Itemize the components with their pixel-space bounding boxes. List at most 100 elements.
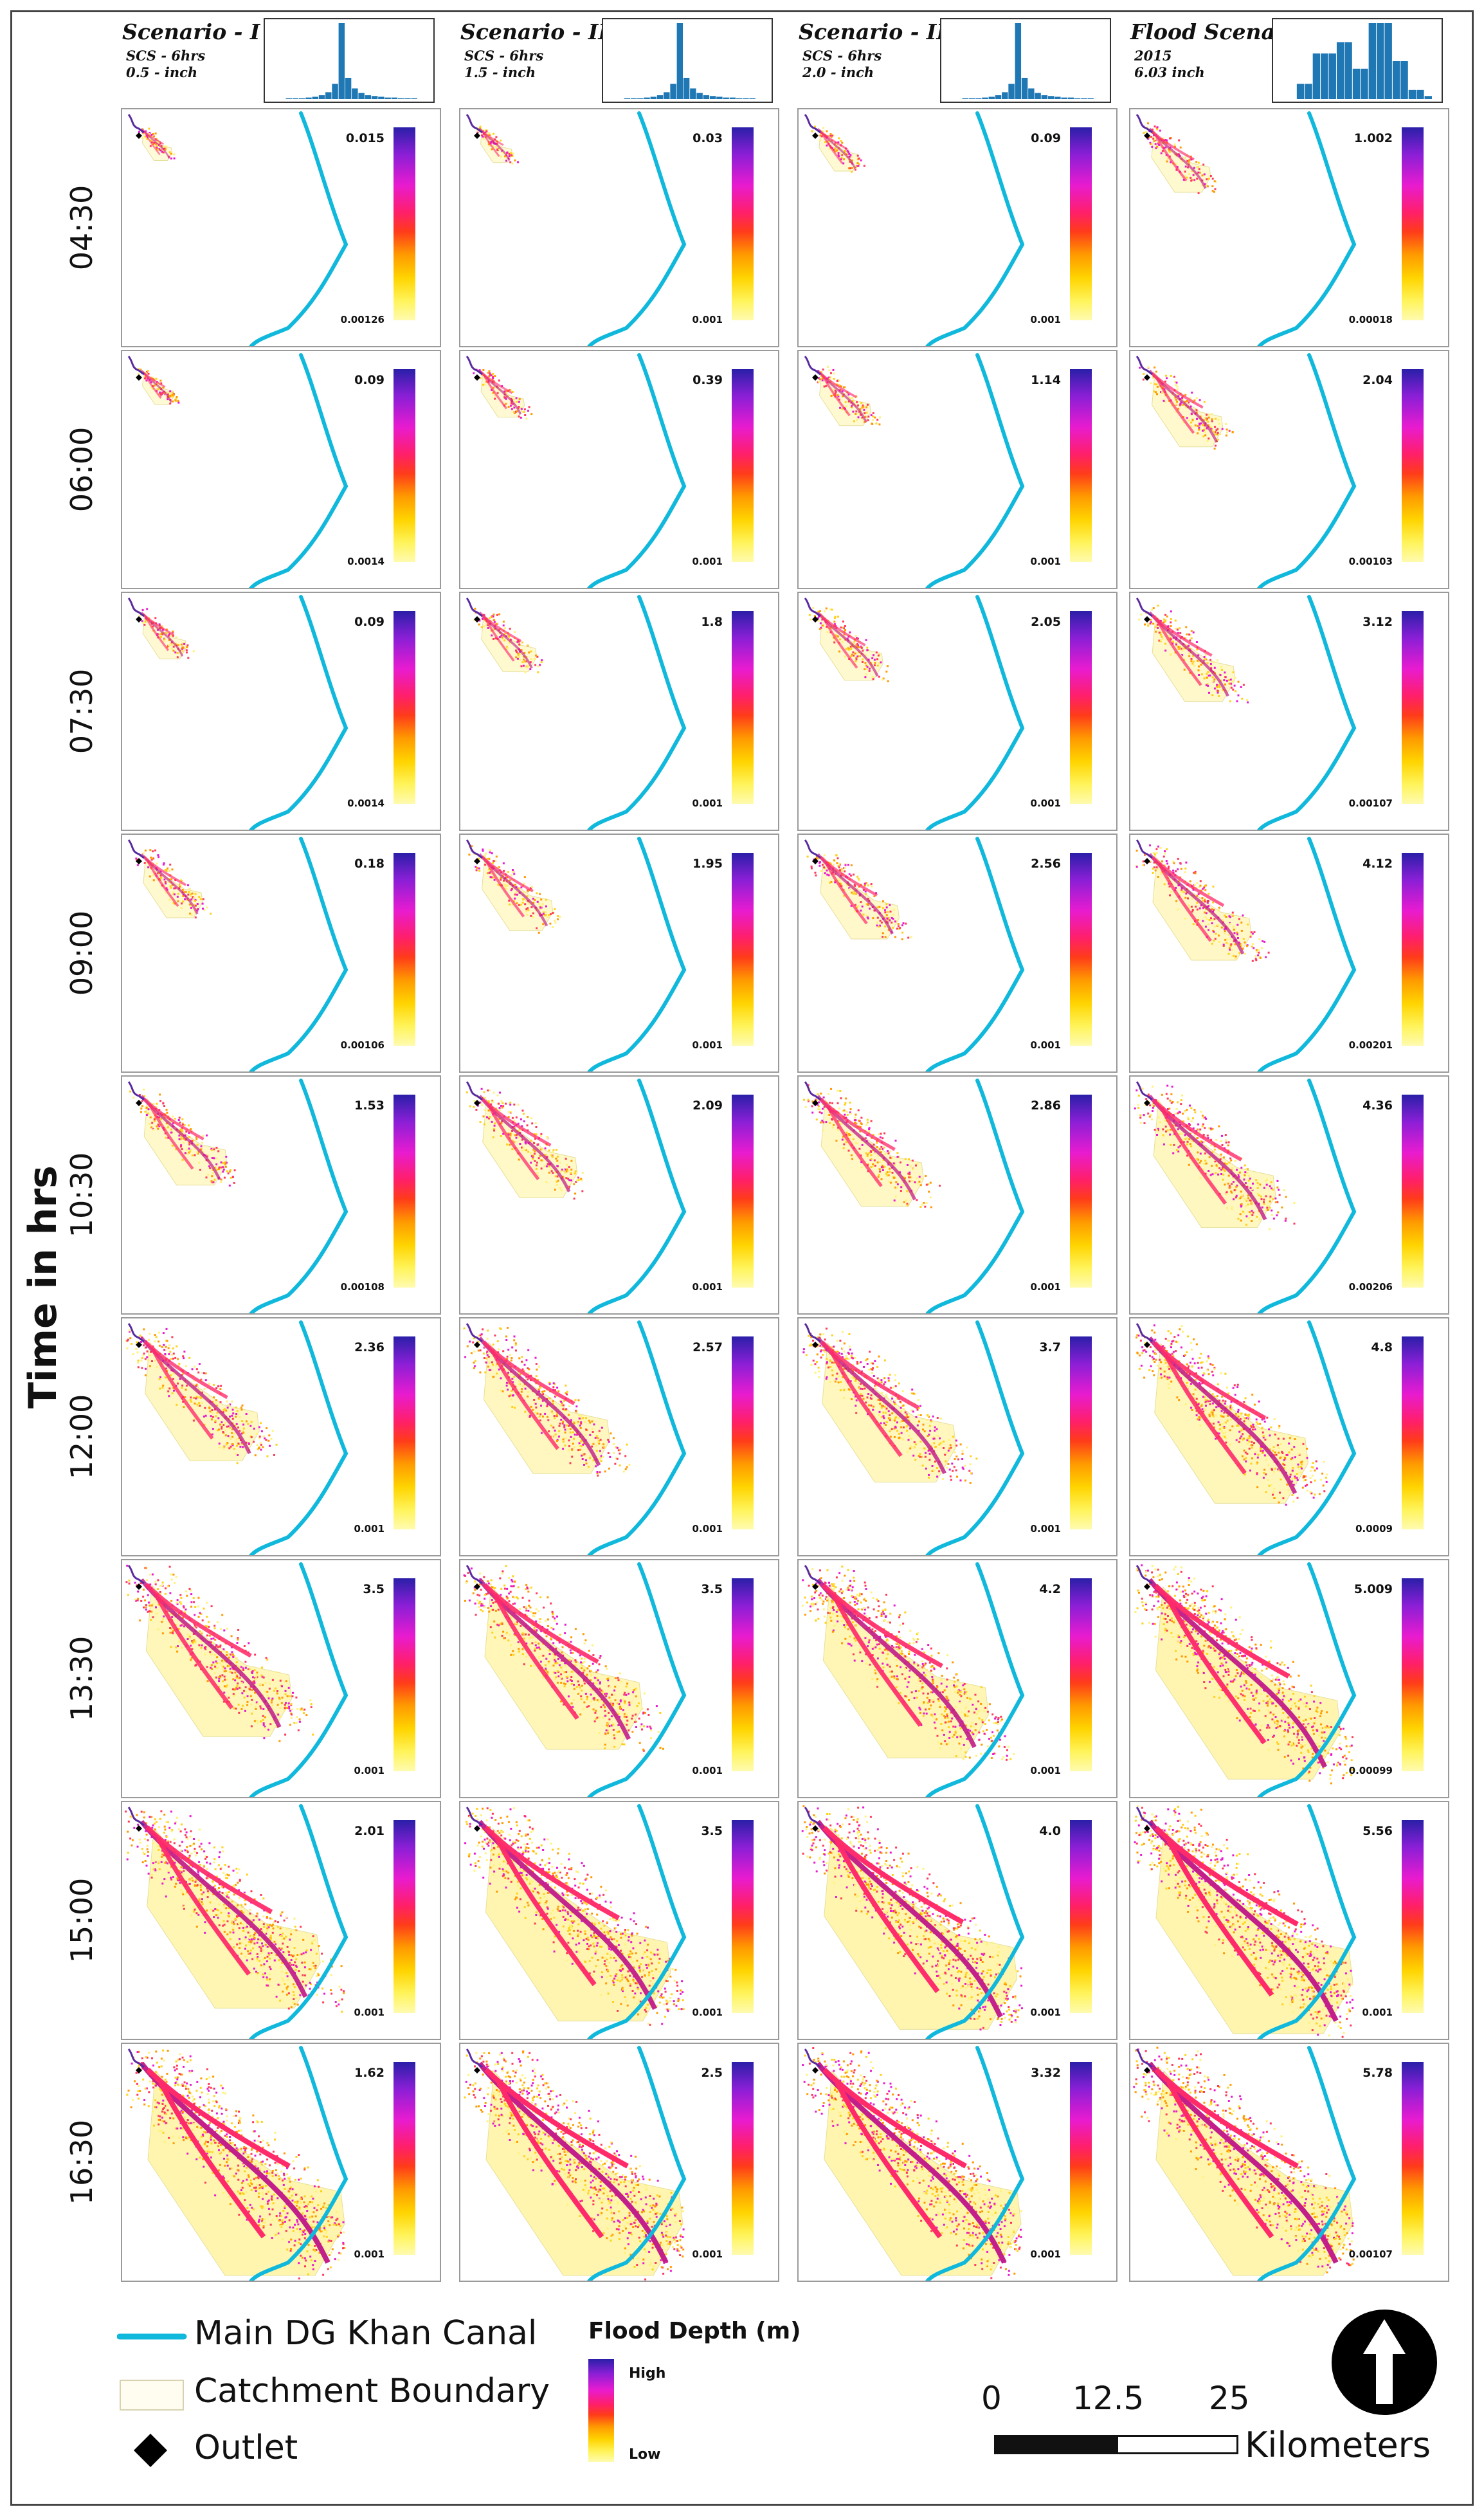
- hyetograph-bar: [1400, 61, 1408, 99]
- flood-pixel: [833, 641, 836, 644]
- flood-pixel: [892, 1419, 895, 1421]
- flood-pixel: [1196, 895, 1199, 897]
- flood-pixel: [900, 1401, 902, 1404]
- flood-pixel: [1218, 695, 1220, 697]
- flood-pixel: [860, 1117, 863, 1119]
- flood-pixel: [1163, 1143, 1165, 1145]
- flood-pixel: [501, 1106, 503, 1109]
- flood-pixel: [165, 887, 168, 889]
- flood-pixel: [1197, 425, 1199, 428]
- flood-pixel: [198, 1402, 201, 1405]
- flood-pixel: [1177, 908, 1179, 911]
- flood-map-panel: 4.12 0.00201: [1129, 834, 1449, 1073]
- flood-pixel: [484, 1097, 486, 1099]
- flood-pixel: [156, 1366, 158, 1369]
- flood-pixel: [1236, 924, 1239, 926]
- flood-pixel: [527, 1378, 529, 1381]
- flood-pixel: [190, 1149, 193, 1151]
- flood-pixel: [217, 1168, 220, 1170]
- flood-pixel: [1211, 420, 1213, 423]
- flood-pixel: [503, 155, 506, 158]
- flood-pixel: [598, 1442, 601, 1445]
- flood-pixel: [260, 1422, 262, 1425]
- flood-pixel: [1196, 178, 1199, 180]
- flood-pixel: [530, 886, 533, 888]
- flood-pixel: [211, 1409, 213, 1411]
- flood-pixel: [930, 1454, 932, 1455]
- flood-pixel: [1186, 160, 1189, 162]
- flood-pixel: [525, 665, 528, 668]
- flood-pixel: [853, 890, 856, 893]
- flood-pixel: [825, 1121, 828, 1124]
- flood-pixel: [475, 1109, 478, 1111]
- flood-pixel: [511, 1148, 514, 1151]
- flood-pixel: [826, 873, 829, 876]
- hyetograph-bar: [676, 23, 683, 99]
- flood-pixel: [534, 1160, 536, 1162]
- flood-pixel: [485, 130, 488, 132]
- flood-pixel: [880, 921, 883, 924]
- depth-colorbar: [1402, 127, 1424, 320]
- flood-pixel: [865, 1124, 868, 1126]
- flood-pixel: [1190, 176, 1192, 179]
- flood-pixel: [174, 893, 176, 896]
- flood-pixel: [607, 1439, 610, 1441]
- flood-pixel: [870, 1166, 873, 1168]
- flood-pixel: [1201, 184, 1204, 187]
- flood-pixel: [190, 1400, 193, 1403]
- flood-pixel: [180, 1138, 183, 1140]
- flood-pixel: [485, 624, 488, 626]
- flood-pixel: [156, 1102, 158, 1105]
- flood-pixel: [1164, 620, 1166, 623]
- flood-pixel: [1170, 638, 1172, 641]
- flood-pixel: [1207, 1137, 1209, 1139]
- flood-pixel: [229, 1403, 231, 1406]
- flood-pixel: [1278, 1189, 1280, 1191]
- flood-pixel: [871, 423, 873, 425]
- flood-pixel: [1167, 867, 1170, 870]
- flood-pixel: [1201, 673, 1203, 675]
- scenario-title: Scenario - I: [122, 19, 260, 44]
- flood-pixel: [506, 1144, 509, 1146]
- flood-pixel: [545, 905, 547, 907]
- flood-pixel: [893, 908, 896, 911]
- flood-pixel: [468, 853, 471, 856]
- flood-pixel: [519, 659, 521, 661]
- flood-pixel: [948, 1468, 951, 1471]
- flood-pixel: [524, 1410, 527, 1413]
- flood-pixel: [220, 1161, 222, 1163]
- flood-pixel: [855, 644, 858, 646]
- flood-pixel: [1192, 923, 1195, 925]
- flood-pixel: [489, 849, 491, 852]
- flood-pixel: [858, 1119, 860, 1122]
- flood-pixel: [530, 1162, 532, 1164]
- flood-pixel: [145, 372, 148, 375]
- flood-pixel: [207, 1173, 210, 1176]
- flood-pixel: [1224, 1183, 1226, 1186]
- flood-pixel: [150, 134, 153, 136]
- flood-map-panel: 0.39 0.001: [459, 350, 779, 589]
- flood-pixel: [228, 1171, 231, 1173]
- flood-pixel: [567, 1169, 570, 1172]
- flood-pixel: [822, 1121, 825, 1124]
- dg-khan-canal: [925, 837, 1025, 1071]
- flood-pixel: [916, 1424, 919, 1427]
- flood-pixel: [521, 1385, 524, 1388]
- upstream-channel: [804, 356, 821, 376]
- scenario-duration: SCS - 6hrs: [802, 48, 882, 64]
- upstream-channel: [804, 597, 821, 617]
- flood-pixel: [1215, 1164, 1218, 1167]
- flood-pixel: [165, 1327, 168, 1330]
- flood-pixel: [1157, 142, 1159, 145]
- flood-pixel: [1204, 183, 1206, 185]
- flood-pixel: [1206, 440, 1209, 442]
- flood-pixel: [810, 1343, 813, 1345]
- flood-pixel: [941, 1441, 943, 1444]
- flood-pixel: [505, 1335, 507, 1338]
- flood-pixel: [1173, 1124, 1175, 1127]
- flood-pixel: [513, 900, 515, 902]
- flood-pixel: [1187, 1118, 1190, 1120]
- flood-pixel: [167, 398, 169, 401]
- flood-pixel: [221, 1421, 223, 1423]
- flood-pixel: [146, 1350, 149, 1353]
